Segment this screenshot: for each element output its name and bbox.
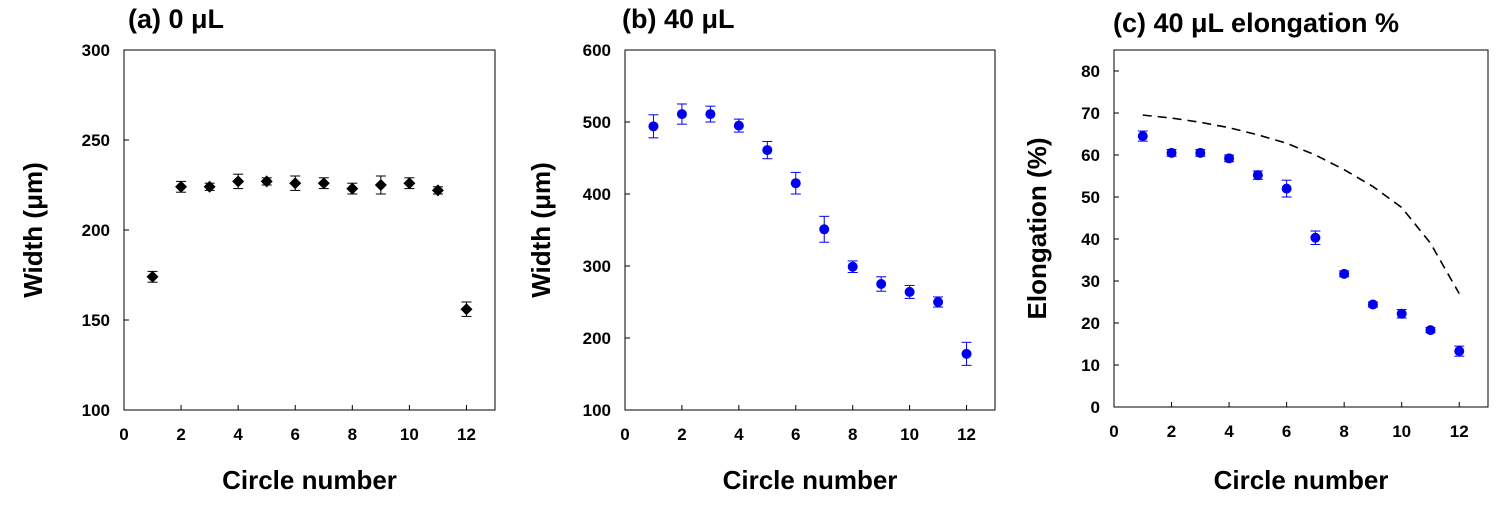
y-tick-label: 600 bbox=[583, 41, 611, 60]
data-point bbox=[317, 177, 330, 190]
y-axis-label: Width (μm) bbox=[526, 162, 556, 298]
y-tick-label: 250 bbox=[82, 131, 110, 150]
x-tick-label: 4 bbox=[734, 425, 744, 444]
y-tick-label: 60 bbox=[1081, 146, 1100, 165]
y-tick-label: 300 bbox=[82, 41, 110, 60]
data-point bbox=[904, 286, 915, 297]
x-axis-label: Circle number bbox=[1214, 465, 1389, 495]
x-tick-label: 2 bbox=[677, 425, 686, 444]
data-point bbox=[1137, 131, 1148, 142]
data-point bbox=[260, 175, 273, 188]
y-tick-label: 150 bbox=[82, 311, 110, 330]
data-point bbox=[1281, 183, 1292, 194]
data-point bbox=[403, 177, 416, 190]
chart-title: (c) 40 μL elongation % bbox=[1113, 8, 1399, 38]
x-axis-label: Circle number bbox=[222, 465, 397, 495]
data-point bbox=[648, 121, 659, 132]
y-tick-label: 70 bbox=[1081, 104, 1100, 123]
data-point bbox=[1195, 147, 1206, 158]
data-point bbox=[1166, 147, 1177, 158]
x-tick-label: 6 bbox=[1282, 422, 1291, 441]
data-point bbox=[705, 109, 716, 120]
x-tick-label: 4 bbox=[233, 425, 243, 444]
x-tick-label: 8 bbox=[348, 425, 357, 444]
data-point bbox=[374, 179, 387, 191]
data-point bbox=[876, 279, 887, 289]
trend-line bbox=[1142, 114, 1460, 294]
x-tick-label: 12 bbox=[457, 425, 476, 444]
x-tick-label: 4 bbox=[1224, 422, 1234, 441]
chart-panel-3: (c) 40 μL elongation % 0 2 4 6 8 10 12 0 10 20 30 40… bbox=[1022, 8, 1489, 495]
data-point bbox=[289, 177, 302, 190]
y-tick-label: 100 bbox=[82, 401, 110, 420]
x-tick-label: 12 bbox=[957, 425, 976, 444]
y-axis-label: Width (μm) bbox=[18, 162, 48, 298]
data-point bbox=[676, 109, 687, 120]
y-tick-label: 100 bbox=[583, 401, 611, 420]
y-tick-label: 30 bbox=[1081, 272, 1100, 291]
data-point bbox=[431, 184, 444, 197]
y-tick-label: 50 bbox=[1081, 188, 1100, 207]
y-tick-label: 400 bbox=[583, 185, 611, 204]
x-tick-label: 6 bbox=[791, 425, 800, 444]
y-tick-label: 0 bbox=[1091, 398, 1100, 417]
plot-frame bbox=[624, 49, 996, 411]
data-point bbox=[1224, 153, 1235, 164]
data-point bbox=[819, 224, 830, 235]
data-point bbox=[346, 182, 359, 195]
y-tick-label: 200 bbox=[583, 329, 611, 348]
chart-panel-2: (b) 40 μL 0 2 4 6 8 10 12 100 200 300 400 500 600 Circ… bbox=[526, 4, 996, 495]
data-point bbox=[1310, 232, 1321, 243]
chart-panel-1: (a) 0 μL 0 2 4 6 8 10 12 100 150 200 250 300 Circle n… bbox=[18, 4, 496, 495]
data-point bbox=[1252, 170, 1263, 181]
y-tick-label: 40 bbox=[1081, 230, 1100, 249]
data-point bbox=[232, 175, 245, 188]
data-point bbox=[1396, 308, 1407, 319]
data-point bbox=[1425, 325, 1436, 336]
chart-title: (b) 40 μL bbox=[622, 4, 735, 34]
x-tick-label: 8 bbox=[848, 425, 857, 444]
x-tick-label: 0 bbox=[620, 425, 629, 444]
data-point bbox=[933, 297, 944, 307]
y-tick-label: 80 bbox=[1081, 62, 1100, 81]
x-axis-label: Circle number bbox=[723, 465, 898, 495]
x-tick-label: 10 bbox=[1392, 422, 1411, 441]
x-tick-label: 2 bbox=[176, 425, 185, 444]
data-point bbox=[460, 303, 473, 316]
y-tick-label: 300 bbox=[583, 257, 611, 276]
data-point bbox=[961, 348, 972, 359]
plot-frame bbox=[1113, 49, 1489, 408]
data-point bbox=[790, 178, 801, 189]
data-point bbox=[1454, 346, 1465, 357]
y-tick-label: 500 bbox=[583, 113, 611, 132]
x-tick-label: 0 bbox=[1109, 422, 1118, 441]
data-point bbox=[847, 261, 858, 272]
chart-title: (a) 0 μL bbox=[128, 4, 224, 34]
x-tick-label: 8 bbox=[1339, 422, 1348, 441]
y-tick-label: 200 bbox=[82, 221, 110, 240]
data-point bbox=[175, 180, 188, 193]
x-tick-label: 0 bbox=[119, 425, 128, 444]
data-point bbox=[762, 145, 773, 156]
plot-frame bbox=[123, 49, 496, 411]
data-point bbox=[733, 120, 744, 131]
x-tick-label: 10 bbox=[900, 425, 919, 444]
x-tick-label: 12 bbox=[1450, 422, 1469, 441]
y-tick-label: 10 bbox=[1081, 356, 1100, 375]
data-point bbox=[203, 180, 216, 193]
y-axis-label: Elongation (%) bbox=[1022, 138, 1052, 320]
y-tick-label: 20 bbox=[1081, 314, 1100, 333]
data-point bbox=[1367, 299, 1378, 310]
x-tick-label: 6 bbox=[290, 425, 299, 444]
x-tick-label: 10 bbox=[400, 425, 419, 444]
x-tick-label: 2 bbox=[1167, 422, 1176, 441]
data-point bbox=[1339, 268, 1350, 279]
data-point bbox=[146, 270, 159, 283]
